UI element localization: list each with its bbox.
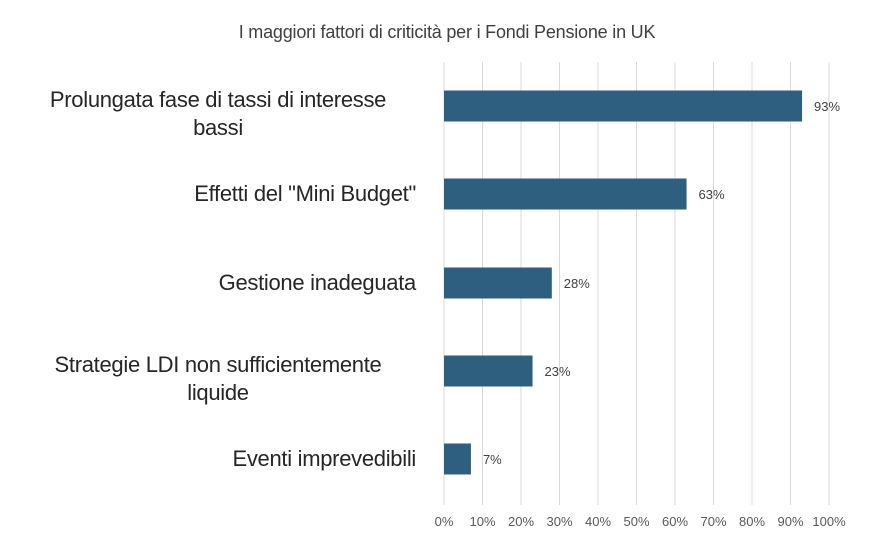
x-tick-label: 70% bbox=[700, 514, 726, 529]
category-label: Effetti del "Mini Budget" bbox=[10, 180, 416, 208]
category-label: Prolungata fase di tassi di interesse bas… bbox=[12, 86, 424, 142]
category-label-line: Strategie LDI non sufficientemente bbox=[54, 352, 382, 377]
chart-title: I maggiori fattori di criticità per i Fo… bbox=[238, 22, 656, 42]
x-tick-label: 60% bbox=[662, 514, 688, 529]
x-tick-label: 20% bbox=[508, 514, 534, 529]
category-label-line: bassi bbox=[193, 115, 243, 140]
x-tick-label: 80% bbox=[739, 514, 765, 529]
bar bbox=[444, 355, 533, 387]
x-tick-label: 90% bbox=[777, 514, 803, 529]
bar bbox=[444, 178, 687, 210]
category-label: Eventi imprevedibili bbox=[10, 445, 416, 473]
x-tick-label: 40% bbox=[585, 514, 611, 529]
category-label-line: Eventi imprevedibili bbox=[232, 446, 416, 471]
x-tick-label: 100% bbox=[812, 514, 846, 529]
category-label: Strategie LDI non sufficientemente liquid… bbox=[12, 351, 424, 407]
x-tick-label: 50% bbox=[623, 514, 649, 529]
bar-value-label: 7% bbox=[483, 452, 502, 467]
bar bbox=[444, 443, 471, 475]
category-label-line: liquide bbox=[187, 380, 249, 405]
bar-value-label: 63% bbox=[699, 187, 725, 202]
bar-value-label: 28% bbox=[564, 276, 590, 291]
bar bbox=[444, 90, 803, 122]
category-label-line: Effetti del "Mini Budget" bbox=[194, 181, 416, 206]
bar-value-label: 23% bbox=[545, 364, 571, 379]
category-label: Gestione inadeguata bbox=[10, 269, 417, 297]
category-label-line: Gestione inadeguata bbox=[218, 270, 417, 295]
bar bbox=[444, 267, 552, 299]
category-label-line: Prolungata fase di tassi di interesse bbox=[49, 87, 387, 112]
x-tick-label: 30% bbox=[546, 514, 572, 529]
x-tick-label: 0% bbox=[435, 514, 454, 529]
x-tick-label: 10% bbox=[469, 514, 495, 529]
bar-value-label: 93% bbox=[814, 99, 840, 114]
